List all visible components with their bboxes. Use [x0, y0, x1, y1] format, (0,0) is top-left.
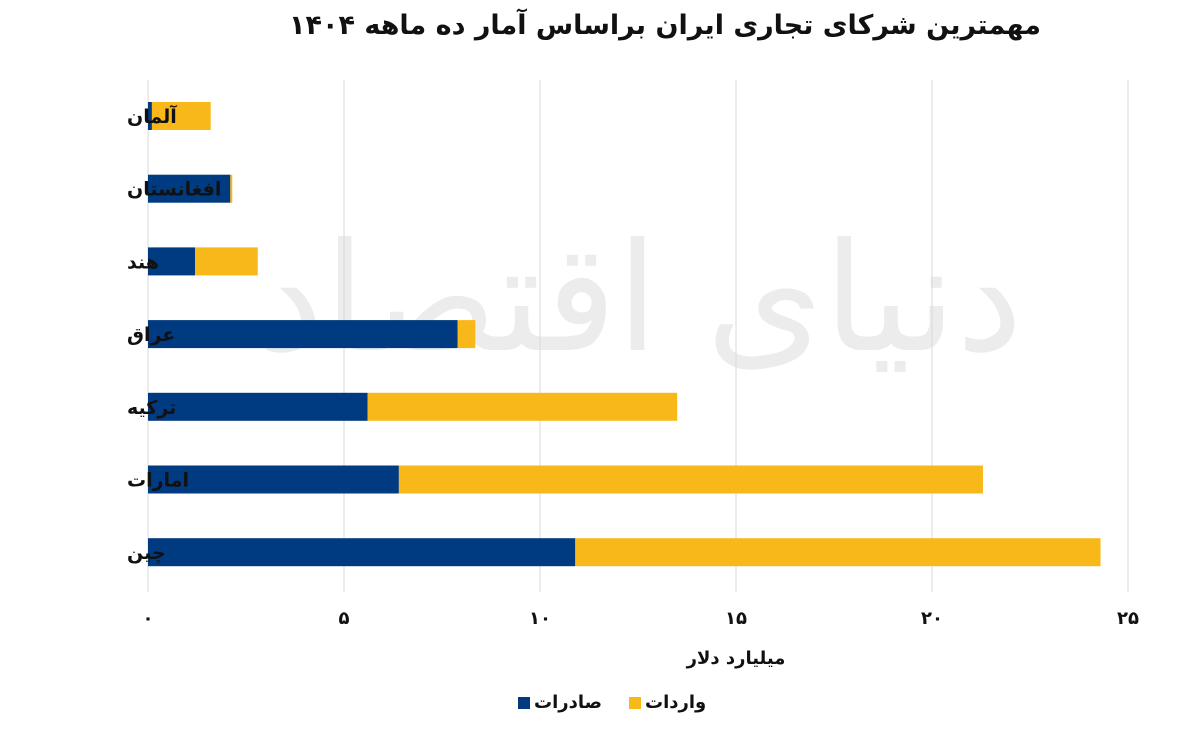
x-axis-title: میلیارد دلار — [686, 648, 786, 669]
bar-exports — [148, 247, 196, 276]
bar-exports — [148, 174, 231, 203]
bar-imports — [575, 538, 1101, 567]
bar-imports — [398, 465, 983, 494]
bar-exports — [148, 392, 368, 421]
x-tick-labels: ۰ ۵ ۱۰ ۱۵ ۲۰ ۲۵ — [143, 608, 1139, 629]
legend-swatch — [629, 697, 641, 709]
bar-exports — [148, 102, 152, 130]
bar-imports — [230, 174, 233, 203]
category-label: ترکیه — [127, 397, 176, 419]
category-label: هند — [127, 251, 159, 273]
bar-exports — [148, 465, 399, 494]
category-label: عراق — [127, 324, 175, 346]
category-label: افغانستان — [127, 179, 221, 201]
x-tick-label: ۰ — [143, 608, 154, 629]
category-label: چین — [127, 542, 166, 564]
legend-label: صادرات — [534, 692, 602, 713]
bar-imports — [151, 102, 211, 130]
x-tick-label: ۵ — [339, 608, 350, 629]
legend-label: واردات — [645, 692, 706, 713]
category-label: امارات — [127, 470, 189, 492]
watermark: دنیای اقتصاد — [257, 212, 1023, 386]
bar-imports — [367, 392, 678, 421]
x-tick-label: ۲۰ — [921, 608, 943, 629]
bar-imports — [457, 320, 476, 349]
legend: واردات صادرات — [518, 692, 706, 713]
bar-exports — [148, 538, 576, 567]
x-tick-label: ۲۵ — [1117, 608, 1139, 629]
bar-imports — [195, 247, 258, 276]
category-labels: آلمان افغانستان هند عراق ترکیه امارات چین — [127, 104, 221, 564]
category-label: آلمان — [127, 104, 177, 128]
bar-exports — [148, 320, 458, 349]
chart-title: مهمترین شرکای تجاری ایران براساس آمار ده… — [289, 10, 1041, 41]
x-tick-label: ۱۵ — [725, 608, 747, 629]
bars — [148, 102, 1101, 567]
legend-swatch — [518, 697, 530, 709]
x-tick-label: ۱۰ — [529, 608, 551, 629]
